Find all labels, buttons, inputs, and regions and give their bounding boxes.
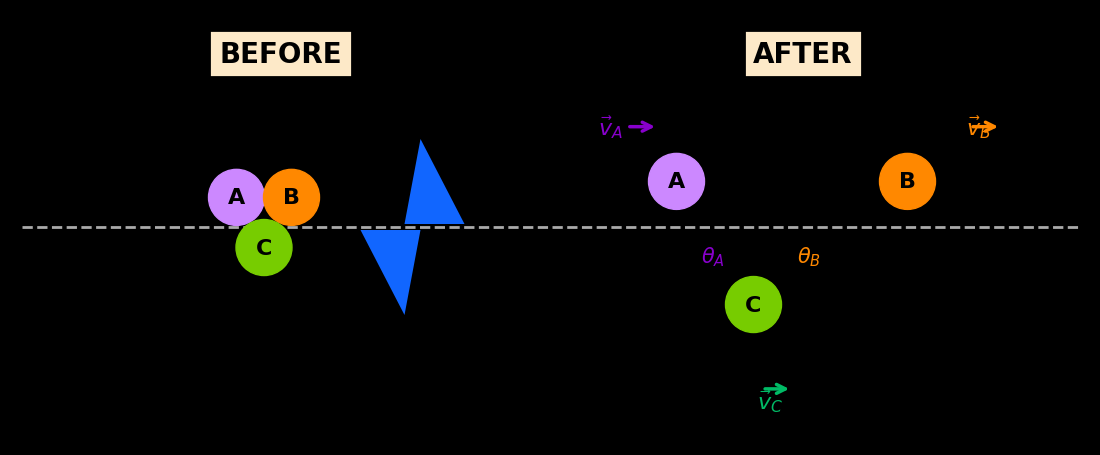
Text: $\vec{v}_B$: $\vec{v}_B$: [967, 114, 991, 141]
Text: AFTER: AFTER: [754, 40, 853, 69]
Text: BEFORE: BEFORE: [219, 40, 342, 69]
Circle shape: [649, 154, 704, 210]
Polygon shape: [361, 231, 420, 315]
Text: B: B: [283, 188, 300, 208]
Polygon shape: [405, 140, 464, 224]
Text: $\vec{v}_A$: $\vec{v}_A$: [598, 114, 623, 141]
Text: $\theta_B$: $\theta_B$: [796, 245, 821, 269]
Circle shape: [880, 154, 935, 210]
Text: C: C: [746, 295, 761, 315]
Circle shape: [209, 170, 264, 226]
Circle shape: [264, 170, 319, 226]
Text: C: C: [256, 238, 272, 258]
Text: $\vec{v}_C$: $\vec{v}_C$: [757, 387, 783, 414]
Text: B: B: [899, 172, 916, 192]
Circle shape: [726, 277, 781, 333]
Text: A: A: [668, 172, 685, 192]
Circle shape: [236, 220, 292, 276]
Text: $\theta_A$: $\theta_A$: [701, 245, 725, 269]
Text: A: A: [228, 188, 245, 208]
